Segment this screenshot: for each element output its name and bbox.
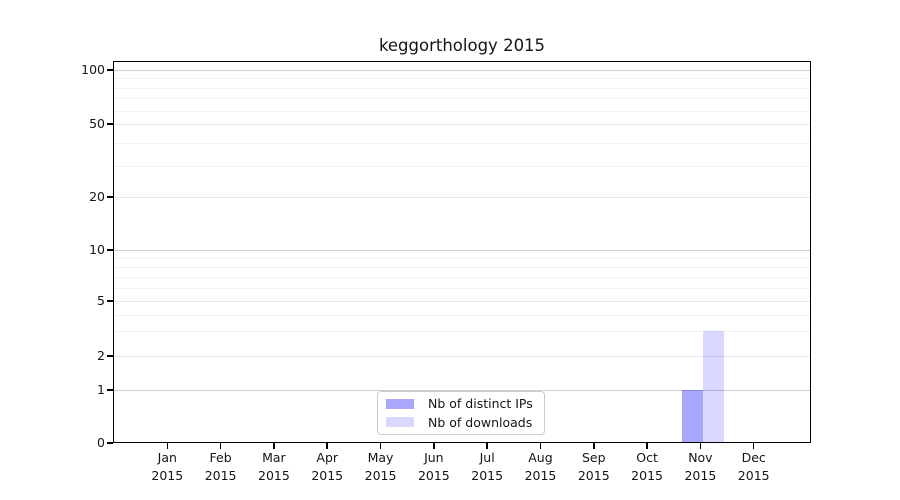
y-gridline-90 [113,78,811,79]
y-gridline-60 [113,111,811,112]
y-gridline-9 [113,258,811,259]
x-tick-mark-10 [699,443,702,449]
x-tick-label-9: Oct 2015 [631,450,663,483]
y-tick-label-10: 10 [89,241,105,257]
x-tick-mark-9 [646,443,648,449]
y-tick-mark-50 [107,123,113,125]
y-gridline-100 [113,70,811,71]
y-gridline-10 [113,250,811,251]
x-tick-label-8: Sep 2015 [577,450,610,483]
y-gridline-6 [113,288,811,289]
y-tick-mark-0 [107,442,113,444]
y-tick-label-50: 50 [89,115,105,131]
x-tick-label-3: Apr 2015 [311,450,344,483]
y-tick-label-20: 20 [89,188,105,204]
y-tick-mark-20 [107,196,113,198]
x-tick-mark-0 [166,443,169,449]
y-gridline-20 [113,197,811,198]
y-gridline-40 [113,143,811,144]
y-gridline-3 [113,331,811,332]
x-tick-label-6: Jul 2015 [471,450,504,483]
plot-area-frame [113,61,811,443]
x-tick-label-0: Jan 2015 [151,450,184,483]
y-tick-label-100: 100 [81,61,105,77]
y-gridline-2 [113,356,811,357]
legend-box: Nb of distinct IPs Nb of downloads [377,391,545,435]
legend-swatch-icon [386,398,414,409]
y-tick-mark-1 [107,389,113,391]
y-tick-mark-5 [107,300,113,302]
y-tick-label-2: 2 [97,347,105,363]
y-gridline-8 [113,267,811,268]
y-gridline-30 [113,166,811,167]
x-tick-label-2: Mar 2015 [258,450,290,483]
x-tick-label-11: Dec 2015 [737,450,770,483]
x-tick-mark-8 [593,443,595,449]
x-tick-mark-3 [326,443,328,449]
y-tick-mark-10 [107,249,113,251]
y-gridline-70 [113,98,811,99]
y-gridline-4 [113,315,811,316]
x-tick-label-1: Feb 2015 [204,450,237,483]
legend-entry-1: Nb of downloads [386,415,536,431]
y-gridline-50 [113,124,811,125]
x-tick-label-7: Aug 2015 [524,450,557,483]
chart-title: keggorthology 2015 [378,36,546,55]
x-tick-mark-1 [219,443,222,449]
x-tick-mark-2 [273,443,275,449]
legend-swatch-icon [386,417,414,428]
y-tick-label-0: 0 [97,434,105,450]
y-gridline-80 [113,88,811,89]
y-tick-mark-100 [107,69,113,71]
x-tick-mark-5 [433,443,435,449]
x-tick-label-5: Jun 2015 [417,450,450,483]
legend-label: Nb of downloads [428,414,533,430]
bar-nb-of-distinct-ips-10 [682,390,704,443]
y-gridline-7 [113,277,811,278]
y-gridline-5 [113,301,811,302]
y-tick-label-5: 5 [97,292,105,308]
x-tick-mark-4 [379,443,382,449]
x-tick-mark-6 [486,443,488,449]
y-tick-label-1: 1 [97,381,105,397]
x-tick-mark-7 [539,443,542,449]
bar-nb-of-downloads-10 [703,331,725,443]
legend-label: Nb of distinct IPs [428,396,533,412]
x-tick-label-10: Nov 2015 [684,450,717,483]
x-tick-mark-11 [752,443,755,449]
y-tick-mark-2 [107,355,113,357]
x-tick-label-4: May 2015 [364,450,397,483]
legend-entry-0: Nb of distinct IPs [386,396,536,412]
y-gridline-1 [113,390,811,391]
